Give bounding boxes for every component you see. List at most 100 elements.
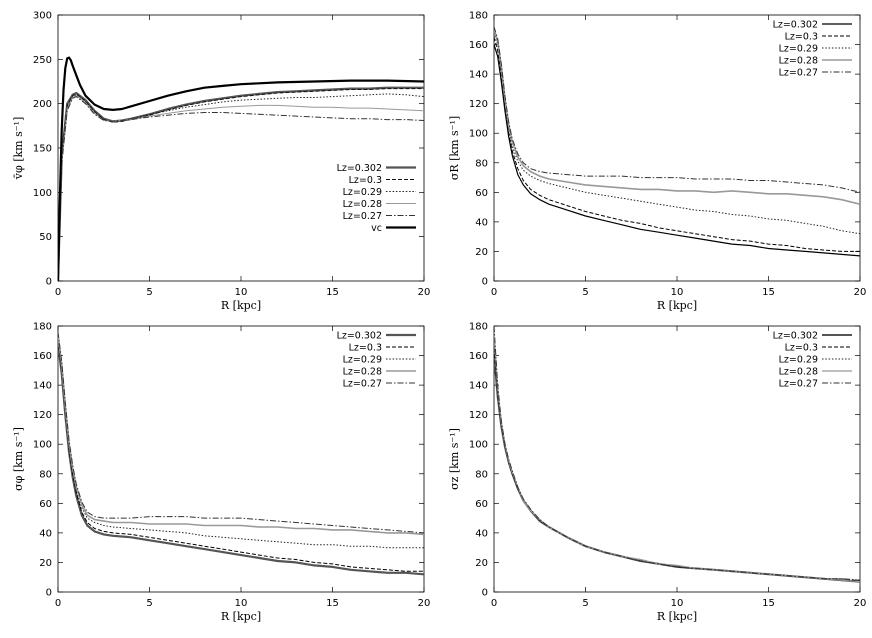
y-tick-label: 50 (39, 232, 52, 243)
series-line-lz-0-27 (494, 26, 860, 193)
y-tick-label: 120 (469, 410, 488, 421)
x-tick-label: 10 (671, 598, 684, 609)
x-tick-label: 20 (418, 598, 431, 609)
series-line-lz-0-3 (58, 88, 424, 281)
y-tick-label: 100 (469, 440, 488, 451)
y-tick-label: 40 (475, 217, 488, 228)
x-axis-label: R [kpc] (221, 299, 261, 312)
y-tick-label: 80 (475, 158, 488, 169)
x-tick-label: 0 (491, 598, 497, 609)
legend-label: Lz=0.302 (337, 331, 382, 342)
x-axis-label: R [kpc] (221, 610, 261, 623)
y-tick-label: 0 (46, 588, 52, 599)
x-tick-label: 5 (146, 598, 152, 609)
y-tick-label: 150 (33, 144, 52, 155)
panel-sigma-z: 0 5 10 15 20 0 20 40 60 80 100 120 140 160 180 R [kpc] σ… (448, 322, 866, 624)
y-tick-label: 100 (469, 129, 488, 140)
series-line-lz-0-302 (58, 343, 424, 576)
y-tick-label: 160 (469, 351, 488, 362)
panel-sigma-r: 0 5 10 15 20 0 20 40 60 80 100 120 140 160 180 R [kpc] σ… (448, 11, 866, 313)
x-axis-label: R [kpc] (657, 610, 697, 623)
y-tick-label: 80 (39, 469, 52, 480)
series-group (494, 326, 860, 583)
y-tick-label: 0 (46, 277, 52, 288)
y-tick-label: 0 (482, 277, 488, 288)
x-tick-label: 5 (582, 287, 588, 298)
x-tick-label: 15 (326, 287, 339, 298)
legend-label: Lz=0.3 (785, 32, 818, 43)
legend-label: Lz=0.29 (343, 187, 382, 198)
x-tick-label: 5 (582, 598, 588, 609)
legend-label: Lz=0.3 (349, 175, 382, 186)
y-tick-label: 300 (33, 11, 52, 22)
legend-label: Lz=0.29 (343, 355, 382, 366)
plot-frame (57, 14, 425, 282)
x-tick-label: 0 (491, 287, 497, 298)
series-line-lz-0-27 (58, 96, 424, 281)
legend-label: Lz=0.302 (337, 163, 382, 174)
y-tick-label: 250 (33, 55, 52, 66)
series-line-lz-0-302 (494, 44, 860, 257)
x-tick-label: 10 (235, 287, 248, 298)
x-tick-label: 15 (762, 287, 775, 298)
series-line-lz-0-27 (494, 326, 860, 581)
y-tick-label: 180 (469, 11, 488, 22)
series-group (58, 331, 424, 576)
panel-sigma-phi: 0 5 10 15 20 0 20 40 60 80 100 120 140 160 180 R [kpc] σ… (12, 322, 430, 624)
series-line-lz-0-28 (494, 29, 860, 205)
legend-label: Lz=0.302 (773, 331, 818, 342)
legend-label: Lz=0.27 (779, 379, 818, 390)
y-tick-label: 200 (33, 99, 52, 110)
legend-label: Lz=0.302 (773, 20, 818, 31)
legend-label: vc (371, 223, 382, 234)
y-tick-label: 60 (475, 499, 488, 510)
legend-label: Lz=0.27 (779, 68, 818, 79)
series-line-lz-0-28 (58, 95, 424, 281)
y-axis-label: σz [km s⁻¹] (448, 428, 461, 490)
legend-label: Lz=0.27 (343, 211, 382, 222)
series-line-lz-0-29 (494, 32, 860, 235)
y-tick-label: 60 (39, 499, 52, 510)
legend-label: Lz=0.28 (779, 367, 818, 378)
y-tick-label: 120 (33, 410, 52, 421)
x-tick-label: 20 (854, 598, 867, 609)
series-line-lz-0-3 (494, 37, 860, 252)
legend-label: Lz=0.3 (785, 343, 818, 354)
y-axis-label: σR [km s⁻¹] (448, 116, 461, 180)
y-axis-label: σφ [km s⁻¹] (12, 427, 25, 491)
y-tick-label: 80 (475, 469, 488, 480)
series-line-lz-0-27 (58, 331, 424, 534)
legend-label: Lz=0.28 (343, 367, 382, 378)
series-line-lz-0-29 (58, 337, 424, 549)
y-tick-label: 140 (33, 381, 52, 392)
y-tick-label: 40 (475, 528, 488, 539)
x-tick-label: 5 (146, 287, 152, 298)
y-tick-label: 180 (469, 322, 488, 333)
series-group (58, 56, 424, 281)
y-tick-label: 100 (33, 440, 52, 451)
legend-label: Lz=0.29 (779, 355, 818, 366)
y-tick-label: 20 (475, 247, 488, 258)
series-line-lz-0-302 (494, 355, 860, 583)
series-line-vc (58, 56, 424, 281)
y-tick-label: 160 (33, 351, 52, 362)
y-tick-label: 40 (39, 528, 52, 539)
y-tick-label: 140 (469, 70, 488, 81)
y-tick-label: 0 (482, 588, 488, 599)
x-tick-label: 0 (55, 287, 61, 298)
legend-label: Lz=0.28 (343, 199, 382, 210)
y-tick-label: 20 (475, 558, 488, 569)
x-axis-label: R [kpc] (657, 299, 697, 312)
series-line-lz-0-302 (58, 86, 424, 281)
y-tick-label: 160 (469, 40, 488, 51)
x-tick-label: 20 (418, 287, 431, 298)
y-tick-label: 180 (33, 322, 52, 333)
x-tick-label: 0 (55, 598, 61, 609)
legend-label: Lz=0.28 (779, 56, 818, 67)
series-group (494, 26, 860, 257)
y-tick-label: 140 (469, 381, 488, 392)
series-line-lz-0-3 (58, 340, 424, 572)
